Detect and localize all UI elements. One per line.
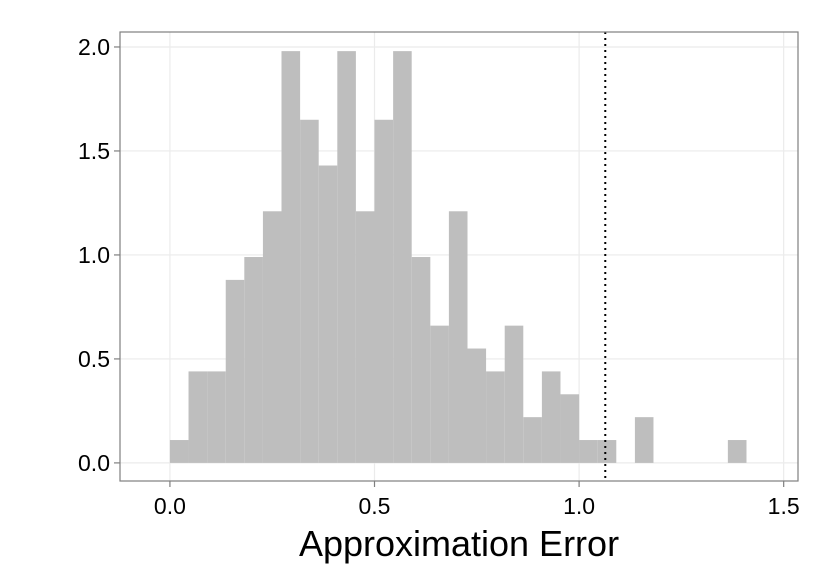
bar [374,119,394,463]
bar [579,440,598,463]
x-tick-label: 0.0 [154,493,186,519]
bar [281,51,301,463]
y-tick-label: 1.0 [78,242,110,268]
bar [634,417,654,463]
bar [523,417,542,463]
y-tick-label: 0.5 [78,346,110,372]
bar [504,325,524,463]
y-tick-label: 1.5 [78,138,110,164]
bar [597,440,617,463]
bar [727,440,747,463]
x-tick-label: 1.5 [768,493,800,519]
x-tick-label: 1.0 [563,493,595,519]
x-tick-label: 0.5 [359,493,391,519]
bar [430,325,449,463]
bar [169,440,189,463]
bar [486,371,505,463]
bar [411,257,431,463]
x-axis-title: Approximation Error [299,523,619,564]
bar [188,371,208,463]
bar [262,211,282,463]
bar [300,119,319,463]
bar [560,394,580,463]
panel-border [119,31,799,482]
bar [448,211,468,463]
bar [337,51,356,463]
bar [244,257,263,463]
y-tick-label: 2.0 [78,34,110,60]
bar [541,371,561,463]
bar [393,51,412,463]
bar [318,165,338,463]
y-tick-label: 0.0 [78,450,110,476]
bar [355,211,375,463]
bar [467,348,487,463]
bar [225,279,245,463]
bar [207,371,226,463]
